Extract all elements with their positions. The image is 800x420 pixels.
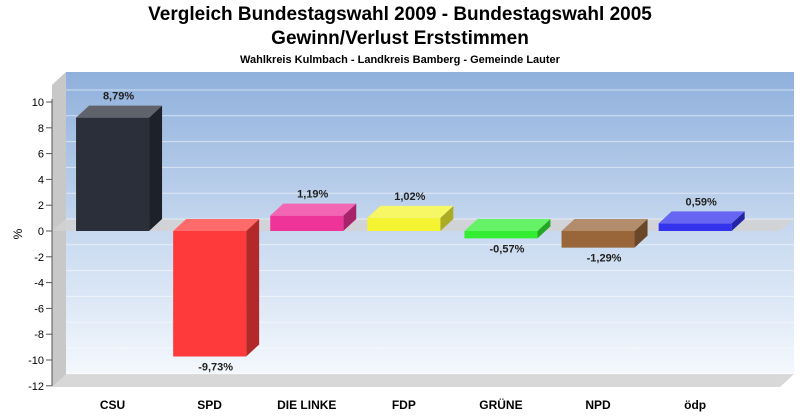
bar-top — [464, 219, 551, 231]
bar-side — [731, 211, 745, 231]
bar-front — [76, 117, 150, 231]
y-tick-label: -10 — [28, 355, 44, 367]
x-category-label: ödp — [684, 398, 706, 412]
bar-value-label: 1,19% — [297, 189, 328, 201]
y-tick-label: 0 — [38, 226, 44, 238]
x-category-label: GRÜNE — [479, 397, 522, 412]
y-tick-label: -2 — [34, 252, 44, 264]
bar-front — [270, 215, 344, 231]
chart-title: Vergleich Bundestagswahl 2009 - Bundesta… — [148, 4, 652, 25]
bar-grüne: -0,57% — [464, 219, 551, 255]
bar-npd: -1,29% — [561, 219, 648, 265]
bar-front — [464, 231, 538, 239]
bar-top — [561, 219, 648, 231]
bar-front — [658, 223, 732, 231]
bar-value-label: -1,29% — [587, 253, 622, 265]
x-category-label: FDP — [392, 398, 416, 412]
chart-subtitle: Gewinn/Verlust Erststimmen — [271, 28, 529, 49]
bar-top — [367, 205, 454, 218]
bar-ödp: 0,59% — [658, 196, 745, 231]
y-tick-label: 8 — [38, 123, 44, 135]
bar-csu: 8,79% — [76, 91, 163, 231]
bar-side — [537, 219, 551, 239]
x-category-label: SPD — [197, 398, 222, 412]
y-tick-label: 2 — [38, 200, 44, 212]
bar-side — [343, 203, 357, 231]
bar-spd: -9,73% — [173, 219, 260, 374]
bar-value-label: -0,57% — [490, 243, 525, 255]
y-tick-label: -6 — [34, 303, 44, 315]
bar-fdp: 1,02% — [367, 191, 454, 231]
bar-top — [76, 105, 163, 118]
x-category-label: DIE LINKE — [277, 398, 336, 412]
y-tick-label: 6 — [38, 149, 44, 161]
bar-front — [561, 231, 635, 248]
bar-side — [440, 205, 454, 231]
x-category-label: CSU — [100, 398, 125, 412]
bar-side — [634, 219, 648, 248]
bar-side — [149, 105, 163, 231]
y-tick-label: 4 — [38, 174, 44, 186]
bar-side — [246, 219, 260, 357]
y-tick-label: -12 — [28, 381, 44, 393]
y-tick-label: -8 — [34, 329, 44, 341]
bar-die-linke: 1,19% — [270, 189, 357, 231]
bar-value-label: 8,79% — [103, 91, 134, 103]
bar-front — [173, 231, 247, 357]
bar-front — [367, 217, 441, 231]
y-axis-label: % — [11, 228, 25, 239]
bar-value-label: 1,02% — [394, 191, 425, 203]
bar-top — [270, 203, 357, 216]
bar-value-label: -9,73% — [198, 362, 233, 374]
chart-caption: Wahlkreis Kulmbach - Landkreis Bamberg -… — [240, 54, 560, 66]
x-category-label: NPD — [585, 398, 611, 412]
bar-top — [173, 219, 260, 231]
bar-top — [658, 211, 745, 224]
bar-value-label: 0,59% — [686, 196, 717, 208]
y-tick-label: -4 — [34, 278, 44, 290]
y-tick-label: 10 — [32, 97, 44, 109]
